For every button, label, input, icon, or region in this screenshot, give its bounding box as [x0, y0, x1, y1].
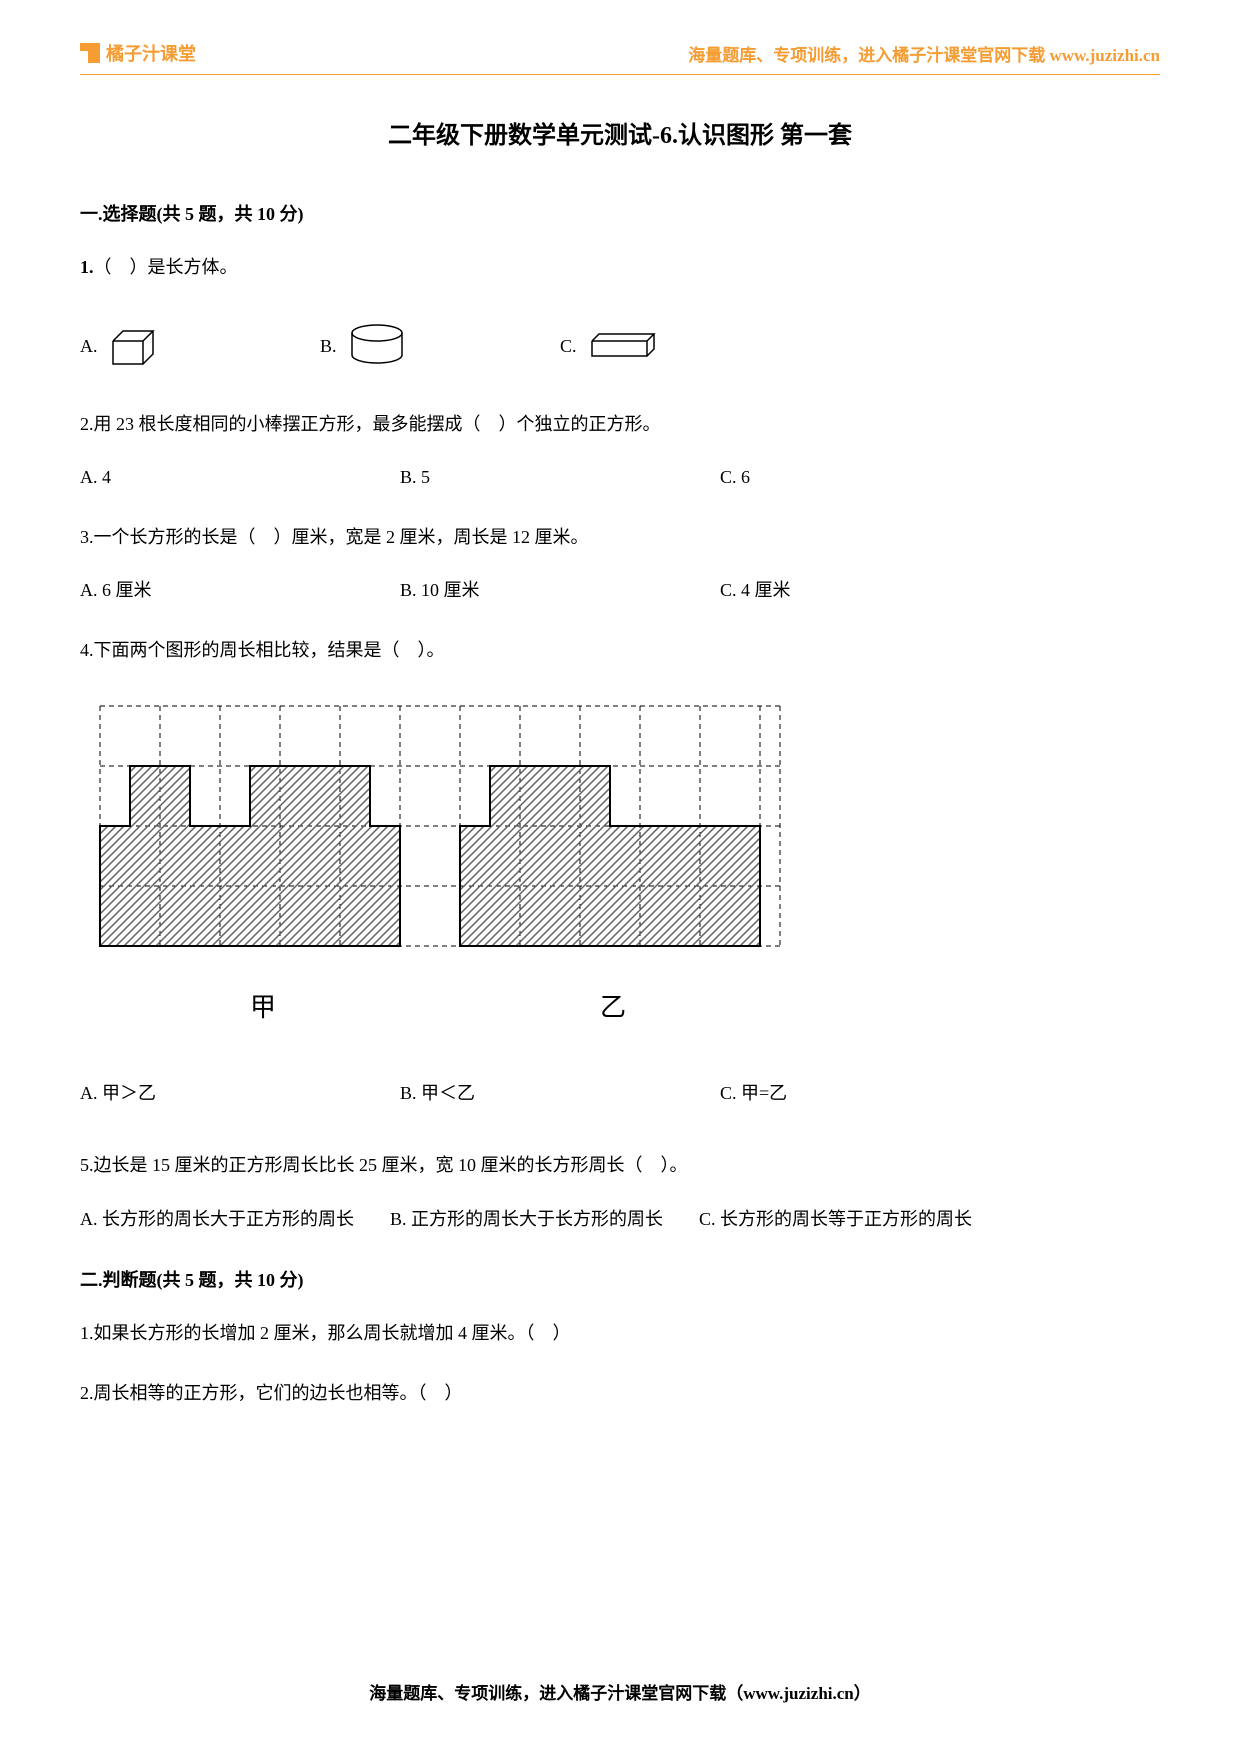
q2-option-b: B. 5 — [400, 461, 660, 493]
q2-option-a: A. 4 — [80, 461, 340, 493]
q1-option-b: B. — [320, 323, 500, 368]
label-jia: 甲 — [250, 993, 276, 1022]
q1-optB-label: B. — [320, 330, 337, 362]
q4-option-a: A. 甲＞乙 — [80, 1077, 340, 1109]
q2-text: 2.用 23 根长度相同的小棒摆正方形，最多能摆成（ ）个独立的正方形。 — [80, 408, 1160, 440]
q1-option-a: A. — [80, 323, 260, 368]
question-3: 3.一个长方形的长是（ ）厘米，宽是 2 厘米，周长是 12 厘米。 A. 6 … — [80, 521, 1160, 606]
section1-header: 一.选择题(共 5 题，共 10 分) — [80, 200, 1160, 226]
page-title: 二年级下册数学单元测试-6.认识图形 第一套 — [80, 115, 1160, 150]
q5-options: A. 长方形的周长大于正方形的周长 B. 正方形的周长大于长方形的周长 C. 长… — [80, 1202, 1160, 1236]
q1-optC-label: C. — [560, 330, 577, 362]
q4-option-c: C. 甲=乙 — [720, 1077, 900, 1109]
q5-optA: A. 长方形的周长大于正方形的周长 — [80, 1209, 354, 1229]
s2-question-2: 2.周长相等的正方形，它们的边长也相等。（ ） — [80, 1377, 1160, 1409]
section2-header: 二.判断题(共 5 题，共 10 分) — [80, 1266, 1160, 1292]
question-4: 4.下面两个图形的周长相比较，结果是（ ）。 — [80, 634, 1160, 1109]
logo-text: 橘子汁课堂 — [106, 40, 196, 66]
page-footer: 海量题库、专项训练，进入橘子汁课堂官网下载（www.juzizhi.cn） — [0, 1679, 1240, 1704]
cube-icon — [108, 326, 158, 366]
question-1: 1.（ ）是长方体。 A. B. C. — [80, 251, 1160, 368]
q1-optA-label: A. — [80, 330, 98, 362]
cylinder-icon — [347, 323, 407, 368]
logo: 橘子汁课堂 — [80, 40, 196, 66]
q4-option-b: B. 甲＜乙 — [400, 1077, 660, 1109]
s2-question-1: 1.如果长方形的长增加 2 厘米，那么周长就增加 4 厘米。（ ） — [80, 1317, 1160, 1349]
header-link: 海量题库、专项训练，进入橘子汁课堂官网下载 www.juzizhi.cn — [688, 41, 1160, 66]
q5-optB: B. 正方形的周长大于长方形的周长 — [390, 1209, 663, 1229]
q3-text: 3.一个长方形的长是（ ）厘米，宽是 2 厘米，周长是 12 厘米。 — [80, 521, 1160, 553]
q1-option-c: C. — [560, 323, 740, 368]
page-header: 橘子汁课堂 海量题库、专项训练，进入橘子汁课堂官网下载 www.juzizhi.… — [80, 40, 1160, 75]
question-2: 2.用 23 根长度相同的小棒摆正方形，最多能摆成（ ）个独立的正方形。 A. … — [80, 408, 1160, 493]
logo-icon — [80, 43, 100, 63]
q1-text: 1.（ ）是长方体。 — [80, 251, 1160, 283]
question-5: 5.边长是 15 厘米的正方形周长比长 25 厘米，宽 10 厘米的长方形周长（… — [80, 1149, 1160, 1236]
q5-optC: C. 长方形的周长等于正方形的周长 — [699, 1209, 972, 1229]
q3-option-c: C. 4 厘米 — [720, 574, 900, 606]
q4-figure: 甲 乙 — [80, 686, 800, 1046]
q4-text: 4.下面两个图形的周长相比较，结果是（ ）。 — [80, 634, 1160, 666]
q2-option-c: C. 6 — [720, 461, 900, 493]
label-yi: 乙 — [600, 993, 626, 1022]
q5-text: 5.边长是 15 厘米的正方形周长比长 25 厘米，宽 10 厘米的长方形周长（… — [80, 1149, 1160, 1181]
q3-option-a: A. 6 厘米 — [80, 574, 340, 606]
q3-option-b: B. 10 厘米 — [400, 574, 660, 606]
cuboid-icon — [587, 331, 662, 361]
